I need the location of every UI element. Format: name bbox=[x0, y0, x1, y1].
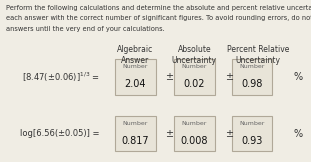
Text: Number: Number bbox=[123, 64, 148, 69]
Text: 2.04: 2.04 bbox=[124, 79, 146, 89]
Text: 0.98: 0.98 bbox=[241, 79, 262, 89]
Text: %: % bbox=[294, 129, 303, 139]
Text: [8.47(±0.06)]$^{1/3}$ =: [8.47(±0.06)]$^{1/3}$ = bbox=[21, 70, 100, 84]
Text: ±: ± bbox=[225, 129, 233, 139]
Text: 0.817: 0.817 bbox=[122, 136, 149, 146]
Text: Percent Relative
Uncertainty: Percent Relative Uncertainty bbox=[227, 45, 289, 65]
Text: Number: Number bbox=[182, 121, 207, 126]
FancyBboxPatch shape bbox=[115, 59, 156, 95]
FancyBboxPatch shape bbox=[232, 116, 272, 151]
Text: log[6.56(±0.05)] =: log[6.56(±0.05)] = bbox=[20, 129, 100, 138]
FancyBboxPatch shape bbox=[174, 116, 215, 151]
Text: ±: ± bbox=[225, 72, 233, 82]
Text: answers until the very end of your calculations.: answers until the very end of your calcu… bbox=[6, 26, 165, 32]
FancyBboxPatch shape bbox=[232, 59, 272, 95]
FancyBboxPatch shape bbox=[115, 116, 156, 151]
Text: ±: ± bbox=[165, 129, 174, 139]
FancyBboxPatch shape bbox=[174, 59, 215, 95]
Text: Algebraic
Answer: Algebraic Answer bbox=[117, 45, 153, 65]
Text: each answer with the correct number of significant figures. To avoid rounding er: each answer with the correct number of s… bbox=[6, 15, 311, 21]
Text: 0.02: 0.02 bbox=[183, 79, 205, 89]
Text: Number: Number bbox=[239, 64, 265, 69]
Text: Number: Number bbox=[123, 121, 148, 126]
Text: Number: Number bbox=[182, 64, 207, 69]
Text: Absolute
Uncertainty: Absolute Uncertainty bbox=[172, 45, 217, 65]
Text: ±: ± bbox=[165, 72, 174, 82]
Text: Number: Number bbox=[239, 121, 265, 126]
Text: 0.93: 0.93 bbox=[241, 136, 262, 146]
Text: %: % bbox=[294, 72, 303, 82]
Text: Perform the following calculations and determine the absolute and percent relati: Perform the following calculations and d… bbox=[6, 5, 311, 11]
Text: 0.008: 0.008 bbox=[181, 136, 208, 146]
